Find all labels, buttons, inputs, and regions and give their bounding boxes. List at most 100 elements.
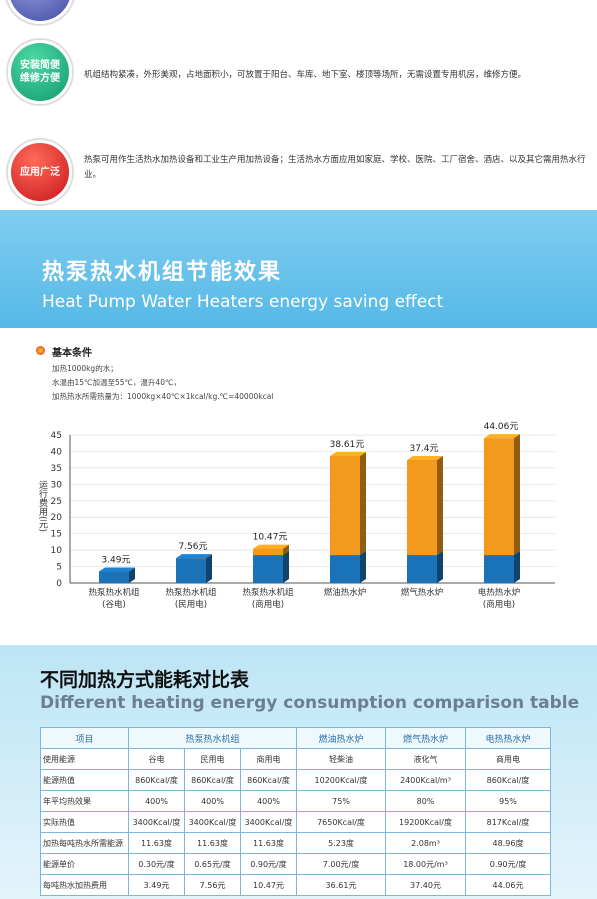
- table-cell: 10200Kcal/度: [296, 769, 386, 791]
- bar-segment: [330, 456, 360, 556]
- table-cell: 7650Kcal/度: [296, 811, 386, 833]
- y-tick-label: 20: [51, 513, 63, 523]
- table-cell: 每吨热水加热费用: [40, 874, 129, 896]
- bar-side: [514, 551, 520, 583]
- table-cell: 0.90元/度: [465, 853, 551, 875]
- table-cell: 19200Kcal/度: [385, 811, 466, 833]
- bar-segment: [330, 555, 360, 583]
- table-cell: 2.08m³: [385, 832, 466, 854]
- value-label: 3.49元: [101, 556, 130, 566]
- table-cell: 44.06元: [465, 874, 551, 896]
- table-cell: 400%: [128, 790, 185, 812]
- table-row: 能源单价 0.30元/度 0.65元/度 0.90元/度 7.00元/度 18.00元/m…: [40, 853, 551, 875]
- x-tick-label: (商用电): [252, 599, 284, 610]
- table-cell: 谷电: [128, 748, 185, 770]
- table-cell: 年平均热效果: [40, 790, 129, 812]
- bar-segment: [484, 438, 514, 556]
- bar-segment: [99, 571, 129, 583]
- condition-line: 加热热水所需热量为：1000kg×40℃×1kcal/kg.℃=40000kca…: [52, 392, 274, 401]
- y-tick-label: 0: [56, 579, 62, 589]
- table-cell: 80%: [385, 790, 466, 812]
- table-cell: 400%: [184, 790, 241, 812]
- table-cell: 商用电: [465, 748, 551, 770]
- table-row: 能源热值 860Kcal/度 860Kcal/度 860Kcal/度 10200Kcal…: [40, 769, 551, 791]
- bar-segment: [407, 555, 437, 583]
- table-cell: 3.49元: [128, 874, 185, 896]
- table-cell: 3400Kcal/度: [128, 811, 185, 833]
- table-row: 每吨热水加热费用 3.49元 7.56元 10.47元 36.61元 37.40元 44.0…: [40, 874, 551, 896]
- table-cell: 37.40元: [385, 874, 466, 896]
- bar-side: [206, 554, 212, 583]
- x-tick-label: 热泵热水机组: [88, 587, 140, 598]
- bullet: [36, 346, 45, 355]
- section-title: 不同加热方式能耗对比表: [40, 669, 250, 691]
- bar-side: [360, 452, 366, 556]
- table-cell: 0.90元/度: [240, 853, 297, 875]
- table-cell: 5.23度: [296, 832, 386, 854]
- condition-line: 水温由15℃加温至55℃，温升40℃，: [52, 378, 181, 387]
- bar-side: [283, 544, 289, 556]
- table-cell: 11.63度: [128, 832, 185, 854]
- section-subtitle: Heat Pump Water Heaters energy saving ef…: [42, 292, 444, 312]
- table-section: 不同加热方式能耗对比表 Different heating energy con…: [0, 645, 597, 899]
- value-label: 37.4元: [409, 444, 438, 454]
- table-cell: 18.00元/m³: [385, 853, 466, 875]
- header-cell: 燃油热水炉: [296, 727, 386, 749]
- table-cell: 2400Kcal/m³: [385, 769, 466, 791]
- section-title: 热泵热水机组节能效果: [42, 260, 283, 285]
- bar-side: [360, 551, 366, 583]
- table-cell: 11.63度: [184, 832, 241, 854]
- section-subtitle: Different heating energy consumption com…: [40, 693, 580, 713]
- value-label: 38.61元: [330, 440, 365, 450]
- y-axis-label: 运行费用(元): [37, 480, 48, 532]
- bar-top: [253, 544, 289, 549]
- y-tick-label: 25: [51, 497, 62, 507]
- bar-segment: [253, 548, 283, 556]
- table-cell: 400%: [240, 790, 297, 812]
- feature-text: 热泵可用作生活热水加热设备和工业生产用加热设备；生活热水方面应用如家庭、学校、医…: [84, 155, 586, 180]
- bar-top: [99, 567, 135, 572]
- y-tick-label: 5: [56, 563, 62, 573]
- table-cell: 0.30元/度: [128, 853, 185, 875]
- condition-line: 加热1000kg的水；: [52, 364, 118, 373]
- bar-top: [484, 434, 520, 439]
- banner: 热泵热水机组节能效果 Heat Pump Water Heaters energ…: [0, 210, 597, 328]
- table-cell: 轻柴油: [296, 748, 386, 770]
- y-tick-label: 10: [51, 546, 63, 556]
- x-tick-label: 热泵热水机组: [165, 587, 217, 598]
- table-cell: 95%: [465, 790, 551, 812]
- x-tick-label: 热泵热水机组: [242, 587, 294, 598]
- chart: 051015202530354045运行费用(元)3.49元热泵热水机组(谷电)…: [37, 422, 555, 610]
- icon-text: 应用广泛: [20, 166, 60, 178]
- table-row: 使用能源 谷电 民用电 商用电 轻柴油 液化气 商用电: [40, 748, 551, 770]
- bar-segment: [176, 558, 206, 583]
- table-cell: 3400Kcal/度: [240, 811, 297, 833]
- table-cell: 加热每吨热水所需能源: [40, 832, 129, 854]
- bar-top: [330, 452, 366, 457]
- bar-segment: [407, 459, 437, 556]
- table-cell: 817Kcal/度: [465, 811, 551, 833]
- icon: 安装简便 维修方便: [8, 40, 72, 104]
- table-cell: 3400Kcal/度: [184, 811, 241, 833]
- icon-text: 维修方便: [20, 73, 60, 84]
- table-cell: 能源热值: [40, 769, 129, 791]
- x-tick-label: 燃气热水炉: [401, 587, 444, 598]
- y-tick-label: 45: [51, 431, 62, 441]
- x-tick-label: (商用电): [483, 599, 515, 610]
- x-tick-label: 电热热水炉: [478, 587, 521, 598]
- icon: 应用广泛: [8, 140, 72, 204]
- y-tick-label: 15: [51, 530, 62, 540]
- comparison-table: 项目 热泵热水机组 燃油热水炉 燃气热水炉 电热热水炉 使用能源 谷电 民用电 商用电 轻柴油 液化…: [40, 727, 551, 896]
- bar-side: [283, 551, 289, 583]
- table-row: 实际热值 3400Kcal/度 3400Kcal/度 3400Kcal/度 7650Kc…: [40, 811, 551, 833]
- table-cell: 860Kcal/度: [240, 769, 297, 791]
- header-cell: 热泵热水机组: [128, 727, 297, 749]
- y-tick-label: 30: [51, 480, 63, 490]
- icon-text: 安装简便: [20, 60, 60, 71]
- header-cell: 项目: [40, 727, 129, 749]
- bar-side: [437, 551, 443, 583]
- y-tick-label: 35: [51, 464, 62, 474]
- conditions-heading: 基本条件: [52, 348, 92, 359]
- table-cell: 7.56元: [184, 874, 241, 896]
